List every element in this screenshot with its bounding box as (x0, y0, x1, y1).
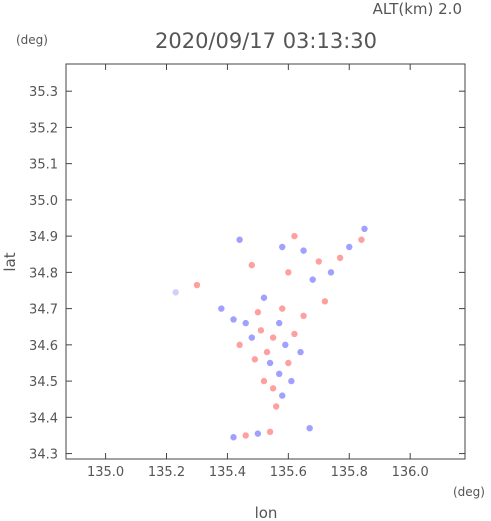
data-point (272, 403, 280, 410)
data-point (291, 232, 298, 240)
y-tick-label: 34.3 (29, 448, 58, 463)
data-point (309, 276, 316, 283)
data-point (236, 341, 243, 349)
data-point (193, 281, 201, 289)
data-point (282, 341, 289, 349)
data-point (285, 269, 292, 276)
data-point (346, 243, 353, 251)
y-unit-label: (deg) (16, 33, 48, 47)
data-point (327, 269, 335, 276)
x-tick-label: 135.6 (270, 465, 307, 480)
data-point (172, 289, 179, 296)
data-point (230, 434, 237, 441)
data-point (300, 247, 307, 254)
y-tick-label: 34.9 (29, 230, 58, 245)
y-tick-label: 34.4 (29, 411, 58, 426)
data-point (297, 348, 304, 356)
x-tick-label: 135.0 (87, 465, 124, 480)
data-point (279, 243, 286, 251)
data-point (306, 424, 313, 432)
data-point (254, 309, 262, 316)
y-tick-label: 34.8 (29, 266, 58, 281)
x-tick-label: 135.2 (148, 465, 185, 480)
y-tick-label: 35.3 (29, 85, 58, 100)
data-point (242, 319, 249, 327)
data-point (279, 305, 286, 312)
data-point (358, 236, 365, 243)
data-point (269, 334, 277, 341)
plot-frame (65, 63, 466, 460)
data-point (269, 385, 277, 392)
data-point (336, 254, 344, 262)
data-point (242, 432, 249, 439)
data-point (230, 316, 237, 323)
y-tick-label: 34.7 (29, 303, 58, 318)
data-points (172, 225, 368, 441)
y-tick-label: 35.1 (29, 158, 58, 173)
x-axis-label: lon (255, 504, 278, 521)
data-point (218, 305, 225, 312)
data-point (248, 261, 255, 269)
data-point (321, 298, 329, 305)
x-tick-label: 136.0 (392, 465, 429, 480)
data-point (260, 377, 268, 385)
data-point (361, 225, 368, 233)
data-point (276, 370, 283, 378)
data-point (288, 377, 295, 385)
data-point (266, 359, 274, 367)
axis-ticks: 135.0 135.2 135.4 135.6 135.8 136.0 34.3 34.4 34… (29, 64, 465, 480)
y-tick-label: 35.0 (29, 194, 58, 209)
data-point (279, 392, 286, 399)
data-point (257, 327, 265, 334)
x-tick-label: 135.4 (209, 465, 246, 480)
data-point (251, 356, 259, 363)
data-point (248, 334, 255, 341)
y-axis-label: lat (1, 252, 19, 271)
x-tick-label: 135.8 (331, 465, 368, 480)
data-point (315, 258, 323, 265)
data-point (285, 359, 292, 367)
data-point (263, 348, 271, 356)
y-tick-label: 35.2 (29, 121, 58, 136)
data-point (254, 430, 262, 437)
data-point (291, 330, 298, 338)
data-point (260, 294, 268, 301)
y-tick-label: 34.6 (29, 339, 58, 354)
x-unit-label: (deg) (453, 485, 485, 499)
data-point (300, 312, 307, 320)
data-point (266, 428, 274, 436)
y-tick-label: 34.5 (29, 375, 58, 390)
data-point (236, 236, 243, 243)
chart-title: 2020/09/17 03:13:30 (155, 29, 377, 53)
data-point (276, 319, 283, 327)
altitude-label: ALT(km) 2.0 (373, 0, 462, 18)
